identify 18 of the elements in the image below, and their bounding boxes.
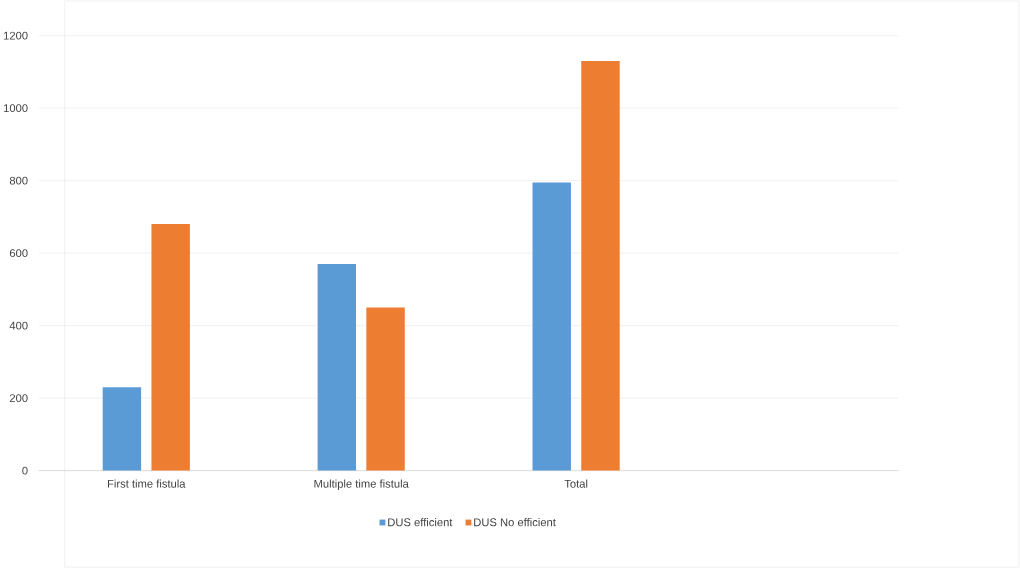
x-tick-label: Multiple time fistula — [314, 479, 409, 490]
y-tick-label: 0 — [22, 466, 28, 475]
y-tick-label: 1200 — [3, 31, 28, 40]
x-tick-label: Total — [564, 479, 588, 488]
y-tick-label: 600 — [9, 249, 28, 258]
y-tick-label: 1000 — [3, 104, 28, 113]
bar — [151, 224, 190, 471]
bar — [102, 387, 142, 471]
bar — [532, 182, 571, 471]
y-tick-label: 800 — [9, 176, 28, 185]
x-tick-label: First time fistula — [107, 479, 186, 488]
y-tick-label: 400 — [9, 321, 28, 330]
bar — [317, 263, 357, 471]
legend-label: DUS efficient — [388, 517, 453, 527]
bar — [581, 60, 620, 471]
bar — [366, 307, 405, 471]
legend-label: DUS No efficient — [474, 517, 556, 527]
y-tick-label: 200 — [9, 394, 28, 403]
